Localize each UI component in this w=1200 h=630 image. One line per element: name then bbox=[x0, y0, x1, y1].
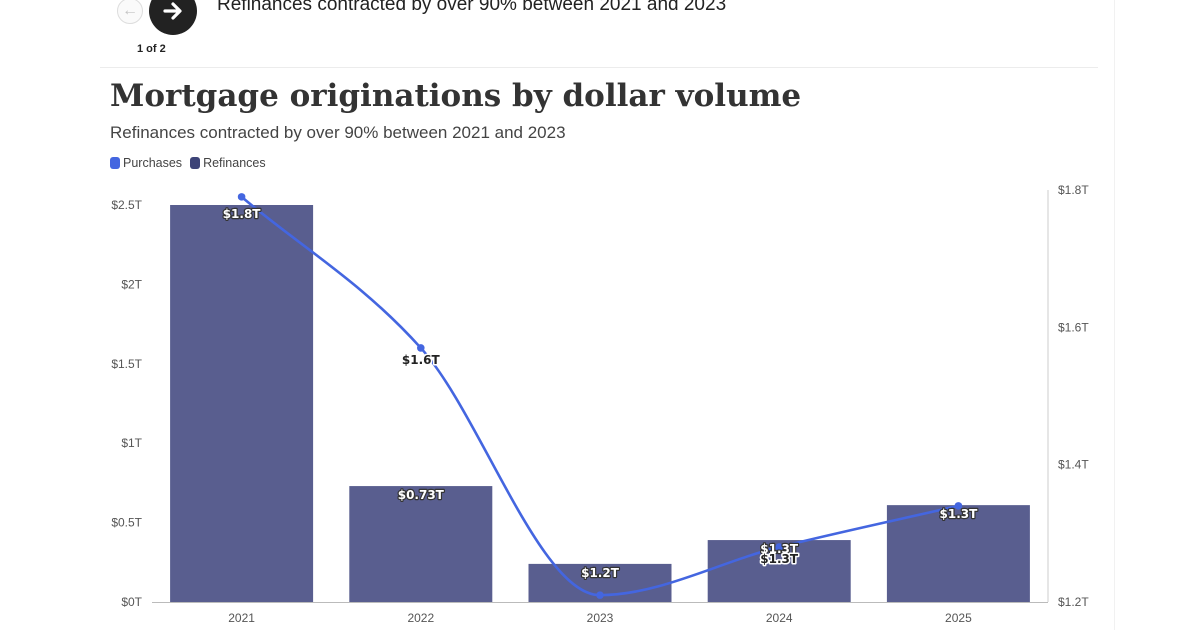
left-axis-tick-label: $1T bbox=[121, 436, 142, 450]
previous-slide-button[interactable]: ← bbox=[117, 0, 143, 24]
legend-label-purchases: Purchases bbox=[123, 156, 183, 170]
data-label-refinances: $0.73T bbox=[398, 488, 445, 502]
point-purchases-2023 bbox=[596, 591, 604, 599]
x-axis-tick-label: 2023 bbox=[587, 611, 614, 625]
x-axis-tick-label: 2025 bbox=[945, 611, 972, 625]
legend-label-refinances: Refinances bbox=[203, 156, 266, 170]
point-purchases-2024 bbox=[775, 543, 783, 551]
bar-refinances-2022 bbox=[349, 486, 493, 602]
right-axis-tick-label: $1.2T bbox=[1058, 595, 1089, 609]
data-label-refinances: $1.3T bbox=[760, 542, 799, 556]
data-label-purchases: $1.3T bbox=[760, 552, 799, 566]
chart-title: Mortgage originations by dollar volume bbox=[110, 78, 802, 114]
left-axis-tick-label: $0.5T bbox=[111, 516, 142, 530]
right-axis-tick-label: $1.8T bbox=[1058, 183, 1089, 197]
slide-counter: 1 of 2 bbox=[137, 43, 166, 55]
chart-legend: Purchases Refinances bbox=[110, 156, 266, 170]
point-purchases-2021 bbox=[237, 193, 246, 201]
chart-subtitle: Refinances contracted by over 90% betwee… bbox=[110, 123, 566, 142]
slide-subtitle: Refinances contracted by over 90% betwee… bbox=[217, 0, 727, 15]
data-label-refinances: $1.3T bbox=[940, 507, 979, 521]
right-axis-tick-label: $1.4T bbox=[1058, 458, 1089, 472]
line-purchases bbox=[240, 195, 959, 597]
left-axis-tick-label: $2T bbox=[121, 277, 142, 291]
data-label-refinances: $1.8T bbox=[223, 207, 262, 221]
left-axis-tick-label: $2.5T bbox=[111, 198, 142, 212]
data-label-refinances: $1.2T bbox=[581, 566, 620, 580]
point-purchases-2025 bbox=[954, 502, 963, 510]
legend-item-refinances[interactable]: Refinances bbox=[190, 156, 266, 170]
page-edge-divider bbox=[1114, 0, 1115, 630]
x-axis-tick-label: 2024 bbox=[766, 611, 793, 625]
arrow-right-icon bbox=[163, 2, 182, 20]
header-divider bbox=[100, 67, 1098, 68]
right-axis-tick-label: $1.6T bbox=[1058, 320, 1089, 334]
point-purchases-2022 bbox=[417, 344, 425, 352]
left-axis-tick-label: $1.5T bbox=[111, 357, 142, 371]
arrow-left-icon: ← bbox=[122, 2, 138, 19]
legend-swatch-refinances bbox=[190, 157, 201, 169]
left-axis-tick-label: $0T bbox=[121, 595, 142, 609]
legend-item-purchases[interactable]: Purchases bbox=[110, 156, 182, 170]
legend-swatch-purchases bbox=[110, 157, 120, 169]
bar-refinances-2021 bbox=[170, 205, 314, 602]
x-axis-tick-label: 2021 bbox=[228, 611, 255, 625]
data-label-purchases: $1.6T bbox=[402, 353, 441, 367]
bar-refinances-2025 bbox=[886, 505, 1030, 602]
x-axis-tick-label: 2022 bbox=[407, 611, 434, 625]
